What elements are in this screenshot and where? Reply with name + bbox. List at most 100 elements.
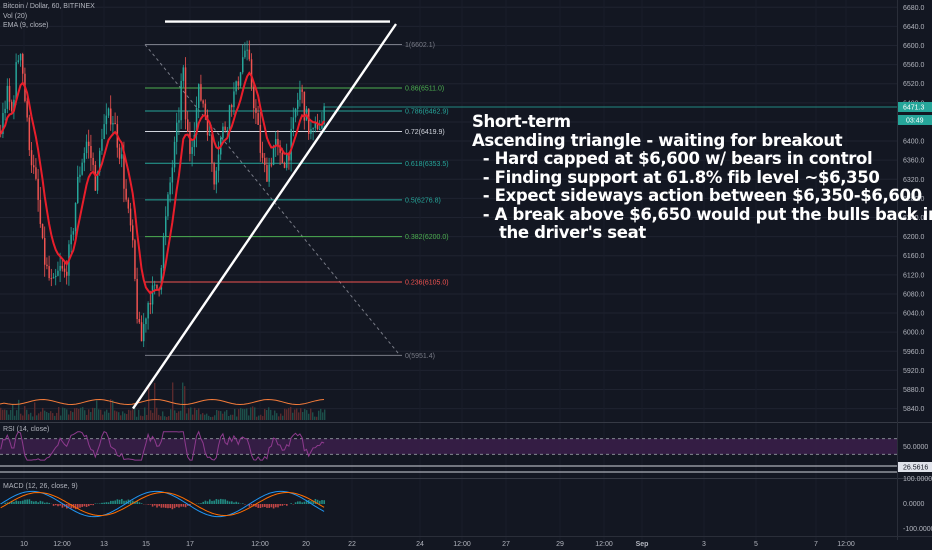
macd-signal-line (0, 491, 325, 517)
macd-histogram-bar (138, 502, 141, 504)
candle-body (118, 147, 121, 159)
macd-histogram-bar (107, 502, 110, 504)
candle-body (257, 113, 259, 125)
macd-histogram-bar (303, 501, 306, 504)
candle-body (96, 172, 99, 191)
candle-body (57, 270, 59, 276)
volume-bar (172, 382, 174, 420)
candle-body (246, 49, 248, 51)
candle-body (176, 122, 178, 142)
macd-histogram-bar (165, 504, 167, 508)
volume-bar (4, 409, 6, 420)
macd-histogram-bar (167, 504, 169, 509)
volume-legend[interactable]: Vol (20) (3, 12, 28, 20)
price-tick-label: 6160.0 (903, 253, 925, 260)
macd-histogram-bar (182, 504, 185, 507)
macd-histogram-bar (59, 504, 61, 506)
volume-bar (256, 416, 258, 420)
volume-bar (278, 416, 280, 420)
macd-histogram-bar (55, 504, 57, 506)
candle-body (281, 152, 284, 163)
macd-histogram-bar (162, 504, 165, 508)
volume-bar (168, 416, 170, 420)
macd-tick-label: -100.0000 (903, 526, 932, 533)
macd-histogram-bar (275, 504, 277, 508)
candle-body (41, 223, 44, 238)
candle-body (294, 108, 297, 118)
candle-body (193, 134, 196, 148)
macd-histogram-bar (237, 502, 240, 504)
candle-body (299, 89, 301, 100)
candle-body (283, 162, 286, 168)
macd-histogram-bar (11, 500, 13, 504)
candle-body (112, 123, 114, 125)
candle-body (6, 85, 9, 109)
ema-legend[interactable]: EMA (9, close) (3, 22, 49, 29)
macd-histogram-bar (121, 498, 123, 504)
candle-body (290, 128, 292, 161)
macd-histogram-bar (169, 504, 171, 508)
macd-histogram-bar (6, 502, 9, 504)
macd-histogram-bar (286, 504, 288, 506)
macd-histogram-bar (220, 498, 222, 504)
price-tick-label: 5840.0 (903, 406, 925, 413)
candle-body (17, 60, 20, 63)
volume-bar (194, 407, 196, 420)
rsi-band (0, 438, 897, 455)
macd-histogram-bar (13, 501, 15, 504)
volume-bar (206, 413, 208, 420)
volume-bar (214, 415, 216, 420)
volume-bar (166, 416, 168, 420)
candle-body (167, 194, 169, 217)
macd-histogram-bar (37, 502, 39, 504)
ema-line (0, 71, 325, 295)
volume-bar (106, 409, 108, 420)
macd-label[interactable]: MACD (12, 26, close, 9) (3, 483, 78, 490)
annotation-line: Ascending triangle - waiting for breakou… (472, 130, 843, 150)
volume-bar (124, 413, 126, 420)
macd-histogram-bar (281, 504, 284, 506)
fib-level-label: 0.5(6276.8) (405, 197, 441, 204)
price-tick-label: 6640.0 (903, 24, 925, 31)
candle-body (154, 284, 156, 286)
price-tick-label: 6000.0 (903, 330, 925, 337)
candle-body (198, 84, 200, 108)
volume-bar (302, 412, 304, 420)
candle-body (101, 139, 103, 151)
candle-body (189, 132, 191, 154)
symbol-title[interactable]: Bitcoin / Dollar, 60, BITFINEX (3, 3, 95, 10)
volume-bar (14, 415, 16, 420)
annotation-line: - Finding support at 61.8% fib level ~$6… (472, 167, 880, 187)
volume-bar (26, 409, 28, 420)
macd-histogram-bar (171, 504, 174, 510)
macd-histogram-bar (30, 500, 33, 504)
macd-histogram-bar (250, 504, 253, 506)
countdown-tag (898, 114, 932, 125)
candle-body (74, 202, 77, 232)
volume-bar (12, 404, 14, 420)
macd-histogram-bar (316, 499, 319, 504)
macd-histogram-bar (209, 499, 211, 504)
annotation-text[interactable]: Short-term Ascending triangle - waiting … (472, 112, 932, 243)
candle-body (286, 152, 288, 168)
candle-body (319, 128, 321, 130)
volume-bar (286, 409, 288, 420)
candle-body (149, 303, 152, 305)
candle-body (121, 154, 123, 159)
fib-level-label: 0(5951.4) (405, 353, 435, 360)
volume-bar (20, 413, 22, 420)
trendlines (132, 20, 397, 410)
rsi-label[interactable]: RSI (14, close) (3, 426, 50, 433)
candle-body (204, 103, 207, 115)
candle-body (22, 54, 24, 74)
time-tick-label: 22 (348, 541, 356, 548)
volume-bar (90, 412, 92, 420)
volume-bar (70, 410, 72, 420)
price-axis: 6680.06640.06600.06560.06520.06480.06440… (898, 5, 932, 533)
volume-bar (264, 408, 266, 420)
macd-histogram-bar (264, 504, 266, 507)
macd-histogram-bar (176, 504, 178, 507)
volume-bar (74, 408, 76, 420)
